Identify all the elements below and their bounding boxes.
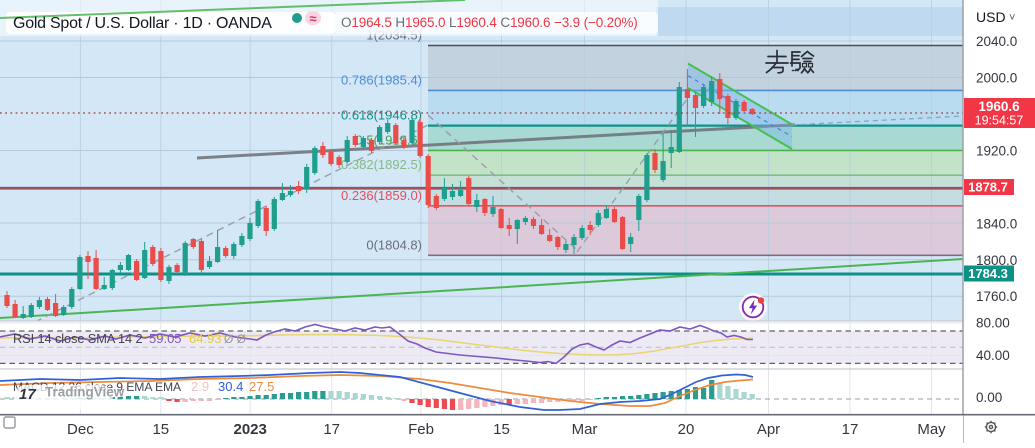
svg-text:Dec: Dec: [67, 421, 94, 438]
svg-text:1960.6: 1960.6: [978, 99, 1020, 114]
svg-text:40.00: 40.00: [976, 348, 1010, 363]
svg-text:0.236(1859.0): 0.236(1859.0): [341, 188, 422, 203]
svg-text:17: 17: [19, 386, 36, 403]
svg-text:1784.3: 1784.3: [968, 266, 1008, 281]
svg-text:1920.0: 1920.0: [976, 144, 1017, 159]
svg-text:2.9: 2.9: [191, 379, 209, 394]
svg-text:Gold Spot / U.S. Dollar · 1D ·: Gold Spot / U.S. Dollar · 1D · OANDA: [13, 15, 272, 32]
svg-text:May: May: [917, 421, 946, 438]
svg-text:0.382(1892.5): 0.382(1892.5): [341, 157, 422, 172]
svg-text:27.5: 27.5: [249, 379, 274, 394]
svg-text:19:54:57: 19:54:57: [975, 114, 1024, 128]
svg-text:1878.7: 1878.7: [968, 180, 1008, 195]
svg-text:TradingView: TradingView: [45, 385, 125, 400]
svg-text:˅: ˅: [1009, 12, 1015, 24]
svg-text:0.786(1985.4): 0.786(1985.4): [341, 72, 422, 87]
svg-text:15: 15: [493, 421, 510, 438]
svg-text:USD: USD: [976, 9, 1006, 25]
svg-text:17: 17: [323, 421, 340, 438]
svg-text:0.618(1946.8): 0.618(1946.8): [341, 108, 422, 123]
svg-text:20: 20: [678, 421, 695, 438]
svg-text:2023: 2023: [234, 421, 267, 438]
svg-text:2040.0: 2040.0: [976, 34, 1017, 49]
svg-text:30.4: 30.4: [218, 379, 243, 394]
svg-text:Ø Ø: Ø Ø: [224, 332, 246, 346]
svg-text:1760.0: 1760.0: [976, 289, 1017, 304]
svg-text:59.05: 59.05: [149, 331, 182, 346]
svg-text:1800.0: 1800.0: [976, 253, 1017, 268]
svg-text:2000.0: 2000.0: [976, 71, 1017, 86]
svg-text:1840.0: 1840.0: [976, 216, 1017, 231]
svg-text:80.00: 80.00: [976, 316, 1010, 331]
svg-text:15: 15: [152, 421, 169, 438]
svg-text:Mar: Mar: [572, 421, 598, 438]
svg-text:O1964.5 H1965.0 L1960.4 C1960.: O1964.5 H1965.0 L1960.4 C1960.6 −3.9 (−0…: [341, 15, 638, 30]
svg-text:0.00: 0.00: [976, 390, 1002, 405]
svg-text:Apr: Apr: [757, 421, 780, 438]
svg-text:≈: ≈: [309, 11, 316, 26]
svg-text:Feb: Feb: [408, 421, 434, 438]
svg-text:RSI 14 close SMA 14 2: RSI 14 close SMA 14 2: [13, 331, 143, 346]
svg-text:64.93: 64.93: [189, 331, 222, 346]
svg-text:17: 17: [842, 421, 859, 438]
svg-text:0(1804.8): 0(1804.8): [366, 237, 422, 252]
